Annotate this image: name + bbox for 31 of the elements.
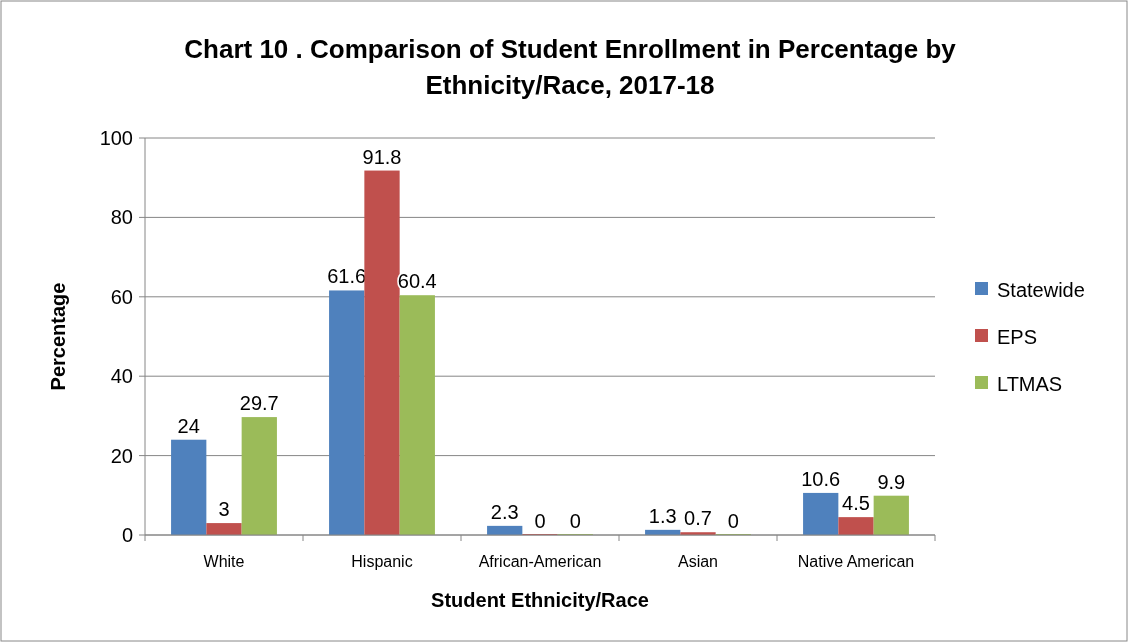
y-axis-title: Percentage [47, 282, 69, 391]
data-label: 1.3 [648, 504, 677, 527]
data-label: 24 [177, 414, 200, 437]
x-tick-label: Asian [677, 553, 719, 570]
legend-label: EPS [997, 326, 1038, 348]
x-axis-title: Student Ethnicity/Race [431, 589, 649, 611]
data-label: 10.6 [801, 467, 841, 490]
x-tick-label: Hispanic [351, 553, 413, 570]
data-label: 61.6 [327, 265, 367, 288]
chart-title: Chart 10 . Comparison of Student Enrollment in Percentage by Ethnicity/Race, 2017-18 [184, 34, 957, 100]
y-tick-label: 80 [110, 206, 133, 229]
data-label: 0.7 [684, 507, 712, 530]
data-label: 0 [534, 510, 546, 532]
y-tick-label: 20 [110, 444, 133, 467]
data-label: 0 [569, 510, 581, 532]
x-tick-label: African-American [478, 553, 602, 570]
data-label: 0 [727, 510, 739, 532]
data-label: 2.3 [490, 500, 519, 523]
data-label: 3 [218, 498, 230, 521]
data-label: 29.7 [239, 392, 279, 415]
legend-label: Statewide [997, 279, 1085, 301]
legend-label: LTMAS [997, 373, 1063, 395]
data-label: 91.8 [362, 145, 402, 168]
x-tick-label: White [203, 553, 245, 570]
y-tick-label: 60 [110, 285, 133, 308]
y-tick-label: 100 [99, 127, 133, 149]
y-tick-label: 40 [110, 365, 133, 388]
data-label: 4.5 [842, 492, 870, 515]
y-tick-label: 0 [121, 524, 133, 546]
data-label: 9.9 [877, 470, 906, 493]
x-tick-label: Native American [797, 553, 915, 570]
